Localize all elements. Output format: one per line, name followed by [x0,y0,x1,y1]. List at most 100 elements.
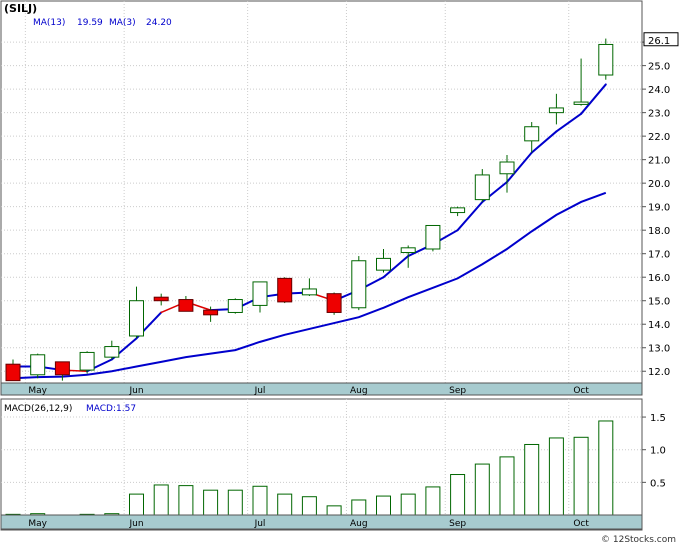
macd-bar [277,493,293,516]
price-y-tick-label: 16.0 [648,273,670,284]
macd-x-tick-label: Oct [573,519,589,529]
price-y-tick-label: 22.0 [648,132,670,143]
price-y-tick-label: 23.0 [648,109,670,120]
price-x-axis: May Jun Jul Aug Sep Oct [28,386,589,396]
macd-x-tick-label: Jul [254,519,266,529]
macd-panel [0,398,643,531]
macd-bar [474,463,490,516]
candle-down [5,363,21,382]
last-price-marker: 26.1 [643,32,679,47]
candle-up [400,247,416,254]
price-x-tick-label: Sep [449,386,466,396]
candle-up [524,126,540,142]
macd-y-axis: 0.5 1.0 1.5 [642,413,666,489]
price-x-grid [24,1,570,383]
macd-bar [227,489,243,516]
ma3-legend-value: 24.20 [146,18,172,28]
candle-up [252,281,268,306]
ma3-legend-label: MA(3) [109,18,136,28]
candle-up [573,101,589,105]
candle-down [54,361,70,376]
price-y-tick-label: 15.0 [648,297,670,308]
price-panel [0,0,643,396]
ma3-segment [382,255,410,279]
macd-bar [524,443,540,516]
price-y-tick-label: 24.0 [648,85,670,96]
candle-up [548,107,564,114]
macd-bar [301,496,317,516]
price-y-axis: 12.0 13.0 14.0 15.0 16.0 17.0 18.0 19.0 20.0 21.0… [642,38,670,378]
macd-bar [351,499,367,516]
watermark: © 12Stocks.com [601,535,676,545]
macd-y-tick-label: 1.5 [650,413,666,424]
price-y-tick-label: 12.0 [648,367,670,378]
macd-bar [252,485,268,516]
candle-down [178,299,194,312]
last-price-box [643,32,679,47]
price-y-tick-label: 20.0 [648,179,670,190]
ma13-line [12,191,607,380]
price-y-tick-label: 21.0 [648,156,670,167]
price-x-tick-label: Jun [128,386,143,396]
macd-y-tick-label: 1.0 [650,446,666,457]
macd-bar [450,474,466,516]
macd-bar [326,505,342,516]
macd-x-grid [24,399,570,515]
price-x-tick-label: Jul [254,386,266,396]
macd-bar [425,486,441,516]
candle-down [203,309,219,316]
last-price-label: 26.1 [648,36,670,47]
price-y-tick-label: 13.0 [648,344,670,355]
ma3-segment [456,200,484,232]
ma3-segment [530,130,558,154]
ma13-legend-value: 19.59 [77,18,103,28]
candle-up [499,161,515,175]
macd-x-axis: May Jun Jul Aug Sep Oct [28,519,589,529]
candle-up [129,300,144,337]
candle-up [104,346,120,358]
macd-date-strip [0,514,643,530]
macd-bar [548,437,564,516]
candle-down [153,296,169,302]
price-y-tick-label: 25.0 [648,62,670,73]
macd-bar [499,456,515,516]
candle-down [277,277,293,303]
macd-bar [400,493,416,516]
macd-bar [573,436,589,516]
macd-bar [129,493,144,516]
ma3-segment [506,151,533,183]
candle-up [227,299,243,313]
ma13-legend-label: MA(13) [33,18,65,28]
candle-up [598,43,614,76]
macd-bar [153,484,169,516]
candles [5,38,614,382]
candle-up [450,207,466,214]
price-x-tick-label: May [28,386,47,396]
candle-up [376,257,391,271]
candle-up [474,174,490,201]
ma3-segment [580,83,607,115]
ma13-polyline [12,191,607,380]
price-y-tick-label: 14.0 [648,320,670,331]
price-x-tick-label: Oct [573,386,589,396]
macd-y-tick-label: 0.5 [650,478,666,489]
price-y-tick-label: 17.0 [648,250,670,261]
candle-down [326,293,342,313]
candle-up [425,224,441,250]
symbol-label: (SILJ) [4,2,37,15]
macd-x-tick-label: Sep [449,519,466,529]
macd-value: MACD:1.57 [86,404,136,414]
price-y-tick-label: 19.0 [648,203,670,214]
price-date-strip [0,382,643,396]
price-x-tick-label: Aug [350,386,368,396]
macd-x-tick-label: May [28,519,47,529]
candle-up [30,354,46,376]
price-y-tick-label: 18.0 [648,226,670,237]
candle-up [301,288,317,296]
macd-x-tick-label: Aug [350,519,368,529]
macd-x-tick-label: Jun [128,519,143,529]
macd-bar [203,489,219,516]
ma3-segment [555,112,583,133]
